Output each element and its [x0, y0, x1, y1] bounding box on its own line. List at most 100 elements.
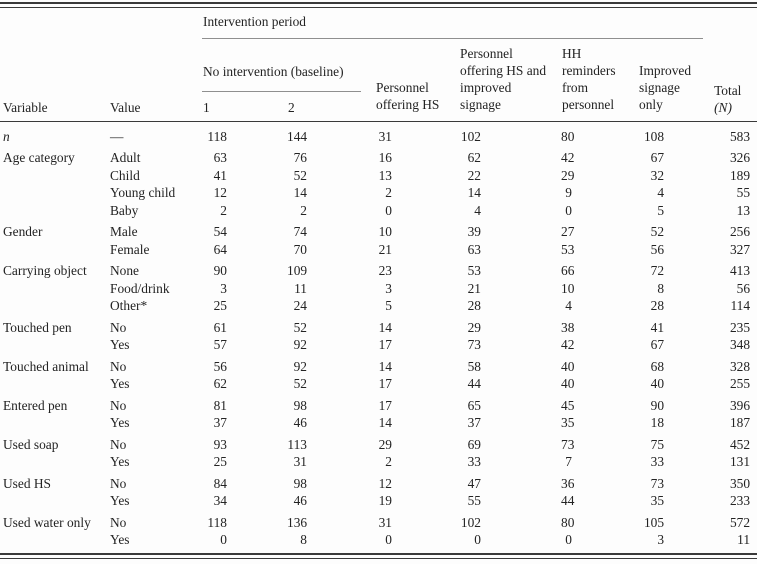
cell-count: 14	[378, 319, 392, 335]
table-row: Young child 12 14 2 14 9 4 55	[0, 184, 757, 202]
cell-count: 56	[213, 358, 227, 374]
table-row: Yes 57 92 17 73 42 67 348	[0, 336, 757, 354]
cell-value: Female	[110, 241, 150, 257]
col-group-intervention-period: Intervention period	[202, 8, 714, 39]
cell-count: 52	[293, 319, 307, 335]
cell-count: 21	[378, 241, 392, 257]
total-n-label: (N)	[714, 99, 732, 115]
cell-variable: Touched pen	[3, 319, 72, 335]
cell-count: 40	[650, 376, 665, 391]
cell-count: 2	[220, 202, 227, 218]
cell-count: 46	[293, 493, 307, 508]
cell-variable	[0, 241, 110, 259]
cell-count: 131	[729, 454, 751, 469]
cell-count: 22	[467, 167, 481, 183]
cell-count: 255	[729, 376, 751, 391]
cell-count: 0	[220, 532, 227, 547]
cell-count: 3	[657, 532, 665, 547]
table-row: Carrying object None 90 109 23 53 66 72 413	[0, 258, 757, 280]
cell-count: 40	[561, 376, 575, 391]
cell-count: 136	[287, 514, 308, 530]
no-intervention-label: No intervention (baseline)	[203, 64, 344, 79]
cell-count: 2	[300, 202, 307, 218]
cell-count: 47	[467, 475, 481, 491]
cell-count: 25	[213, 298, 227, 313]
cell-count: 32	[650, 167, 665, 183]
table-row: Entered pen No 81 98 17 65 45 90 396	[0, 393, 757, 415]
cell-count: 114	[730, 298, 751, 313]
cell-count: 12	[213, 185, 227, 200]
cell-variable	[0, 453, 110, 471]
cell-count: 11	[737, 532, 751, 547]
cell-count: 55	[467, 493, 481, 508]
cell-variable	[0, 414, 110, 432]
cell-variable	[0, 184, 110, 202]
cell-count: 233	[729, 493, 751, 508]
cell-count: 52	[293, 167, 307, 183]
table-row: Baby 2 2 0 4 0 5 13	[0, 202, 757, 220]
cell-count: 54	[213, 224, 227, 239]
top-double-rule	[0, 2, 757, 8]
cell-variable	[0, 336, 110, 354]
table-body: n —118 144 31 102 80 108 583 Age category Adult 63…	[0, 121, 757, 553]
cell-count: 40	[561, 358, 575, 374]
table-row: n — 118 144 31 102 80 108 583	[0, 121, 757, 145]
cell-count: 68	[650, 358, 665, 374]
cell-count: 144	[287, 128, 308, 144]
data-table: Variable Value Intervention period Total…	[0, 8, 757, 553]
cell-count: 67	[650, 337, 665, 352]
cell-count: 63	[467, 241, 481, 257]
cell-count: 74	[293, 224, 307, 239]
cell-count: 29	[561, 167, 575, 183]
cell-count: 56	[650, 241, 665, 257]
cell-count: 37	[213, 415, 227, 430]
table-row: Female 64 70 21 63 53 56 327	[0, 241, 757, 259]
cell-count: 14	[467, 185, 481, 200]
cell-count: 13	[378, 167, 392, 183]
cell-value: Food/drink	[110, 280, 170, 296]
cell-count: 27	[561, 224, 575, 239]
cell-count: 41	[213, 167, 227, 183]
cell-count: 41	[650, 319, 665, 335]
cell-count: 70	[293, 241, 307, 257]
cell-count: 8	[657, 280, 665, 296]
cell-count: 75	[650, 436, 665, 452]
col-header-period-1: 1	[202, 92, 287, 122]
table-row: Touched pen No 61 52 14 29 38 41 235	[0, 315, 757, 337]
cell-count: 0	[385, 532, 392, 547]
cell-count: 118	[207, 128, 227, 144]
cell-count: 4	[657, 185, 665, 200]
cell-count: 187	[729, 415, 751, 430]
table-header: Variable Value Intervention period Total…	[0, 8, 757, 122]
cell-count: 5	[657, 202, 665, 218]
cell-count: 235	[729, 319, 751, 335]
table-row: Food/drink 3 11 3 21 10 8 56	[0, 280, 757, 298]
bottom-double-rule	[0, 552, 757, 559]
cell-count: 73	[467, 337, 481, 352]
cell-count: 44	[561, 493, 575, 508]
cell-value: Child	[110, 167, 140, 183]
cell-variable	[0, 297, 110, 315]
cell-count: 396	[729, 397, 751, 413]
cell-count: 36	[561, 475, 575, 491]
cell-count: 44	[467, 376, 481, 391]
cell-count: 327	[729, 241, 751, 257]
cell-count: 53	[561, 241, 575, 257]
cell-count: 17	[378, 337, 392, 352]
cell-count: 90	[213, 263, 227, 278]
cell-count: 23	[378, 263, 392, 278]
table-row: Yes 62 52 17 44 40 40 255	[0, 375, 757, 393]
cell-count: 105	[643, 514, 665, 530]
cell-count: 98	[293, 475, 307, 491]
cell-value: Other*	[110, 298, 148, 313]
header-row-2: No intervention (baseline) Personnel off…	[0, 39, 757, 122]
col-header-variable: Variable	[0, 8, 110, 122]
cell-value: No	[110, 319, 127, 335]
cell-count: 4	[474, 202, 481, 218]
cell-count: 84	[213, 475, 227, 491]
cell-count: 3	[385, 280, 392, 296]
cell-value: None	[110, 263, 140, 278]
cell-count: 31	[293, 454, 307, 469]
col-group-no-intervention: No intervention (baseline)	[202, 39, 375, 92]
cell-count: 0	[385, 202, 392, 218]
